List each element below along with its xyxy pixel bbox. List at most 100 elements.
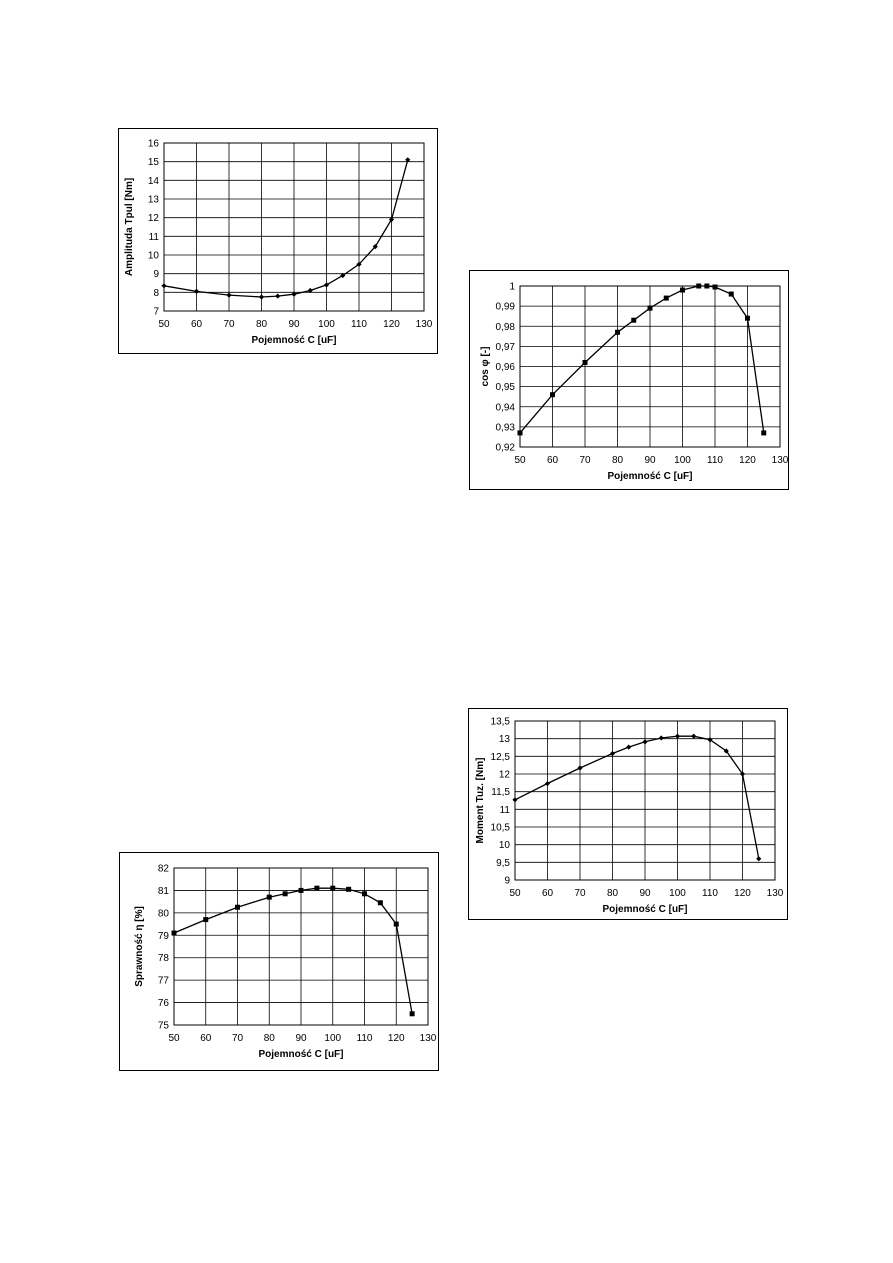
series-line <box>514 735 760 859</box>
plot-area <box>173 867 429 1026</box>
data-point <box>707 737 713 743</box>
y-tick-label: 11 <box>500 805 511 816</box>
x-tick-label: 100 <box>674 455 691 466</box>
data-point <box>680 287 685 293</box>
data-point <box>330 885 336 891</box>
y-tick-label: 10,5 <box>491 823 511 834</box>
data-point <box>340 272 346 279</box>
x-tick-label: 120 <box>734 888 751 899</box>
x-tick-label: 90 <box>295 1033 307 1044</box>
data-point <box>512 797 518 803</box>
data-point <box>388 216 395 223</box>
data-point <box>356 261 362 267</box>
x-tick-label: 70 <box>232 1033 244 1044</box>
data-point <box>314 885 320 891</box>
data-point <box>658 735 664 741</box>
data-point <box>161 283 167 289</box>
y-tick-label: 9 <box>504 876 510 887</box>
data-point <box>275 293 281 299</box>
series-line <box>173 887 413 1014</box>
chart-tuz-svg: 50 60 70 80 90 100 110 120 130 9 9,5 10 10,5 11 11,5 12… <box>475 717 784 916</box>
x-tick-label: 70 <box>223 319 235 330</box>
x-tick-label: 50 <box>168 1033 180 1044</box>
data-point <box>203 917 209 923</box>
chart-eta-svg: 50 60 70 80 90 100 110 120 130 75 76 77 78 79 80 81 82 Po… <box>134 864 437 1061</box>
x-tick-label: 120 <box>388 1033 405 1044</box>
y-tick-label: 75 <box>158 1021 170 1032</box>
chart-cosphi-svg: 50 60 70 80 90 100 110 120 130 0,92 0,93 0,94 0,95 0,… <box>480 282 789 483</box>
x-axis-label: Pojemność C [uF] <box>607 471 692 482</box>
data-point <box>307 287 313 294</box>
x-tick-label: 50 <box>514 455 526 466</box>
y-tick-label: 13,5 <box>491 717 511 728</box>
x-tick-label: 60 <box>200 1033 212 1044</box>
x-tick-label: 80 <box>264 1033 276 1044</box>
data-point <box>291 291 297 297</box>
y-tick-label: 12 <box>499 770 511 781</box>
x-tick-label: 100 <box>324 1033 341 1044</box>
y-tick-label: 9,5 <box>496 858 510 869</box>
x-tick-label: 90 <box>644 455 656 466</box>
x-tick-label: 50 <box>158 319 170 330</box>
data-point <box>393 921 399 927</box>
x-tick-label: 110 <box>351 319 367 330</box>
data-point <box>704 283 710 289</box>
y-tick-label: 81 <box>158 886 170 897</box>
data-point <box>626 744 632 750</box>
x-tick-label: 120 <box>739 455 756 466</box>
y-tick-label: 11,5 <box>491 787 510 798</box>
y-tick-label: 7 <box>153 307 159 318</box>
x-axis-label: Pojemność C [uF] <box>258 1049 343 1060</box>
x-tick-label: 130 <box>772 455 789 466</box>
x-tick-label: 110 <box>357 1033 373 1044</box>
y-tick-label: 10 <box>148 251 160 262</box>
data-point <box>266 894 272 900</box>
data-point <box>663 295 669 301</box>
data-point <box>517 430 523 436</box>
data-point <box>631 317 637 323</box>
x-tick-label: 110 <box>702 888 718 899</box>
x-tick-label: 80 <box>256 319 268 330</box>
x-tick-label: 120 <box>383 319 400 330</box>
y-tick-label: 9 <box>153 269 159 280</box>
y-tick-label: 13 <box>499 734 511 745</box>
data-point <box>362 891 367 897</box>
data-point <box>409 1011 415 1017</box>
data-point <box>582 359 588 365</box>
data-point <box>647 305 653 311</box>
y-tick-label: 1 <box>509 282 515 293</box>
y-tick-label: 0,99 <box>496 302 516 313</box>
y-tick-label: 0,97 <box>496 342 516 353</box>
x-tick-label: 60 <box>191 319 203 330</box>
y-tick-label: 76 <box>158 998 170 1009</box>
y-axis-label: Amplituda Tpul [Nm] <box>124 178 135 276</box>
data-point <box>171 930 177 936</box>
y-tick-label: 15 <box>148 157 160 168</box>
data-point <box>761 430 767 436</box>
chart-cosphi: 50 60 70 80 90 100 110 120 130 0,92 0,93 0,94 0,95 0,… <box>469 270 789 490</box>
data-point <box>577 765 583 771</box>
y-tick-label: 13 <box>148 195 160 206</box>
y-tick-label: 16 <box>148 139 160 150</box>
y-tick-label: 11 <box>149 232 160 243</box>
y-tick-label: 78 <box>158 953 170 964</box>
y-tick-label: 10 <box>499 840 511 851</box>
data-point <box>377 900 383 906</box>
x-tick-label: 110 <box>707 455 723 466</box>
data-point <box>282 891 288 897</box>
data-point <box>745 315 750 321</box>
data-point <box>193 288 200 294</box>
y-tick-label: 14 <box>148 176 160 187</box>
data-point <box>226 292 232 298</box>
x-axis-label: Pojemność C [uF] <box>251 335 336 346</box>
y-tick-label: 79 <box>158 931 170 942</box>
x-tick-label: 80 <box>607 888 619 899</box>
data-point <box>609 750 616 757</box>
data-point <box>372 244 378 250</box>
data-point <box>258 294 265 300</box>
data-point <box>323 282 330 288</box>
y-axis-label: Sprawność η [%] <box>134 906 145 987</box>
x-tick-label: 130 <box>767 888 784 899</box>
y-tick-label: 12,5 <box>491 752 511 763</box>
plot-area <box>519 285 781 448</box>
